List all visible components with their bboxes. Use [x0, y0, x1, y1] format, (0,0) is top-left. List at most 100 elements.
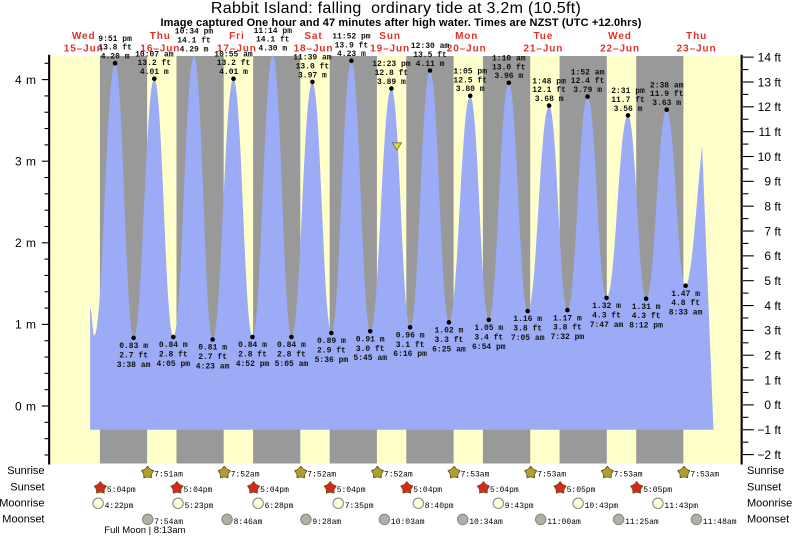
svg-text:12.4 ft: 12.4 ft [571, 77, 605, 86]
svg-text:Rabbit Island: falling ordina: Rabbit Island: falling ordinary tide at … [211, 0, 581, 17]
svg-text:3.1 ft: 3.1 ft [396, 341, 425, 350]
svg-text:12 ft: 12 ft [758, 100, 782, 114]
svg-text:Sunrise: Sunrise [7, 465, 44, 477]
svg-text:1:05 pm: 1:05 pm [453, 68, 487, 77]
svg-text:7:52am: 7:52am [231, 471, 260, 480]
svg-text:4.01 m: 4.01 m [140, 68, 169, 77]
svg-text:4.01 m: 4.01 m [219, 68, 248, 77]
svg-text:3.80 m: 3.80 m [456, 85, 485, 94]
svg-text:2:31 pm: 2:31 pm [611, 87, 645, 96]
svg-text:7:47 am: 7:47 am [590, 321, 624, 330]
svg-text:7:51am: 7:51am [154, 471, 183, 480]
svg-text:4.8 ft: 4.8 ft [671, 299, 700, 308]
svg-text:0.84 m: 0.84 m [277, 341, 306, 350]
svg-text:Moonrise: Moonrise [747, 497, 792, 509]
svg-text:−1 ft: −1 ft [757, 423, 781, 437]
svg-text:3.79 m: 3.79 m [573, 86, 602, 95]
svg-text:5:05pm: 5:05pm [567, 486, 596, 495]
svg-text:4.23 m: 4.23 m [337, 50, 366, 59]
svg-text:13.8 ft: 13.8 ft [98, 44, 132, 53]
svg-text:4.3 ft: 4.3 ft [592, 311, 621, 320]
svg-text:4 ft: 4 ft [764, 299, 781, 313]
svg-text:22–Jun: 22–Jun [600, 43, 640, 54]
svg-text:3:38 am: 3:38 am [117, 361, 151, 370]
svg-text:Sat: Sat [304, 31, 322, 42]
svg-text:11:14 pm: 11:14 pm [254, 27, 293, 36]
svg-text:Moonrise: Moonrise [0, 497, 45, 509]
svg-text:3.89 m: 3.89 m [377, 78, 406, 87]
svg-text:Fri: Fri [229, 31, 244, 42]
svg-text:0.81 m: 0.81 m [198, 344, 227, 353]
svg-text:7:53am: 7:53am [614, 471, 643, 480]
svg-text:13 ft: 13 ft [758, 75, 782, 89]
svg-text:1:52 am: 1:52 am [571, 68, 605, 77]
svg-text:0 ft: 0 ft [764, 398, 781, 412]
svg-text:23–Jun: 23–Jun [677, 43, 717, 54]
svg-text:5:04pm: 5:04pm [413, 486, 442, 495]
svg-text:1.47 m: 1.47 m [671, 290, 700, 299]
svg-text:0.96 m: 0.96 m [396, 332, 425, 341]
svg-text:8:12 pm: 8:12 pm [629, 322, 663, 331]
svg-text:10 ft: 10 ft [758, 150, 782, 164]
svg-text:2.8 ft: 2.8 ft [238, 351, 267, 360]
svg-text:Sunset: Sunset [747, 481, 781, 493]
svg-text:6:16 pm: 6:16 pm [393, 350, 427, 359]
svg-text:5:04pm: 5:04pm [107, 486, 136, 495]
svg-text:5 ft: 5 ft [764, 274, 781, 288]
svg-text:Thu: Thu [150, 31, 171, 42]
svg-text:4.30 m: 4.30 m [258, 45, 287, 54]
svg-text:1:48 pm: 1:48 pm [532, 77, 566, 86]
svg-text:1.05 m: 1.05 m [474, 324, 503, 333]
svg-text:14 ft: 14 ft [758, 50, 782, 64]
svg-text:19–Jun: 19–Jun [370, 43, 410, 54]
svg-text:1.02 m: 1.02 m [434, 327, 463, 336]
svg-text:10:07 am: 10:07 am [135, 50, 174, 59]
svg-text:2.8 ft: 2.8 ft [159, 351, 188, 360]
svg-text:Tue: Tue [534, 31, 554, 42]
svg-text:3.56 m: 3.56 m [614, 105, 643, 114]
svg-text:12:23 pm: 12:23 pm [372, 60, 411, 69]
svg-text:18–Jun: 18–Jun [294, 43, 334, 54]
svg-text:0.89 m: 0.89 m [317, 337, 346, 346]
svg-text:7:53am: 7:53am [690, 471, 719, 480]
svg-text:10:34am: 10:34am [469, 518, 503, 527]
svg-text:2.9 ft: 2.9 ft [317, 347, 346, 356]
svg-text:0.83 m: 0.83 m [119, 342, 148, 351]
svg-text:7 ft: 7 ft [764, 224, 781, 238]
svg-text:7:53am: 7:53am [461, 471, 490, 480]
svg-text:14.1 ft: 14.1 ft [177, 36, 211, 45]
svg-text:21–Jun: 21–Jun [523, 43, 563, 54]
svg-text:4 m: 4 m [15, 73, 37, 87]
svg-text:Full Moon | 8:13am: Full Moon | 8:13am [104, 525, 185, 536]
svg-text:9 ft: 9 ft [764, 175, 781, 189]
svg-text:1:10 am: 1:10 am [492, 55, 526, 64]
svg-text:11:00am: 11:00am [547, 518, 581, 527]
svg-text:4:23 am: 4:23 am [196, 362, 230, 371]
svg-text:2.8 ft: 2.8 ft [277, 351, 306, 360]
svg-text:6:25 am: 6:25 am [432, 345, 466, 354]
svg-text:6 ft: 6 ft [764, 249, 781, 263]
svg-text:12.1 ft: 12.1 ft [532, 86, 566, 95]
svg-text:9:51 pm: 9:51 pm [98, 35, 132, 44]
svg-text:7:52am: 7:52am [384, 471, 413, 480]
svg-text:1.16 m: 1.16 m [513, 315, 542, 324]
svg-text:11:25am: 11:25am [625, 518, 659, 527]
svg-text:10:34 pm: 10:34 pm [175, 28, 214, 37]
svg-text:0 m: 0 m [15, 399, 37, 413]
svg-text:Moonset: Moonset [747, 514, 789, 526]
svg-text:Wed: Wed [72, 31, 96, 42]
svg-text:4.29 m: 4.29 m [180, 45, 209, 54]
svg-text:7:54am: 7:54am [154, 518, 183, 527]
svg-text:3.97 m: 3.97 m [298, 71, 327, 80]
svg-text:17–Jun: 17–Jun [217, 43, 257, 54]
svg-text:8:40pm: 8:40pm [425, 502, 454, 511]
svg-text:0.91 m: 0.91 m [356, 336, 385, 345]
svg-text:2:38 am: 2:38 am [650, 81, 684, 90]
svg-text:1 m: 1 m [15, 318, 37, 332]
svg-text:5:04pm: 5:04pm [184, 486, 213, 495]
svg-text:20–Jun: 20–Jun [447, 43, 487, 54]
svg-text:11:48am: 11:48am [703, 518, 737, 527]
svg-text:1.31 m: 1.31 m [632, 303, 661, 312]
svg-text:4:22pm: 4:22pm [105, 502, 134, 511]
svg-text:13.5 ft: 13.5 ft [413, 51, 447, 60]
